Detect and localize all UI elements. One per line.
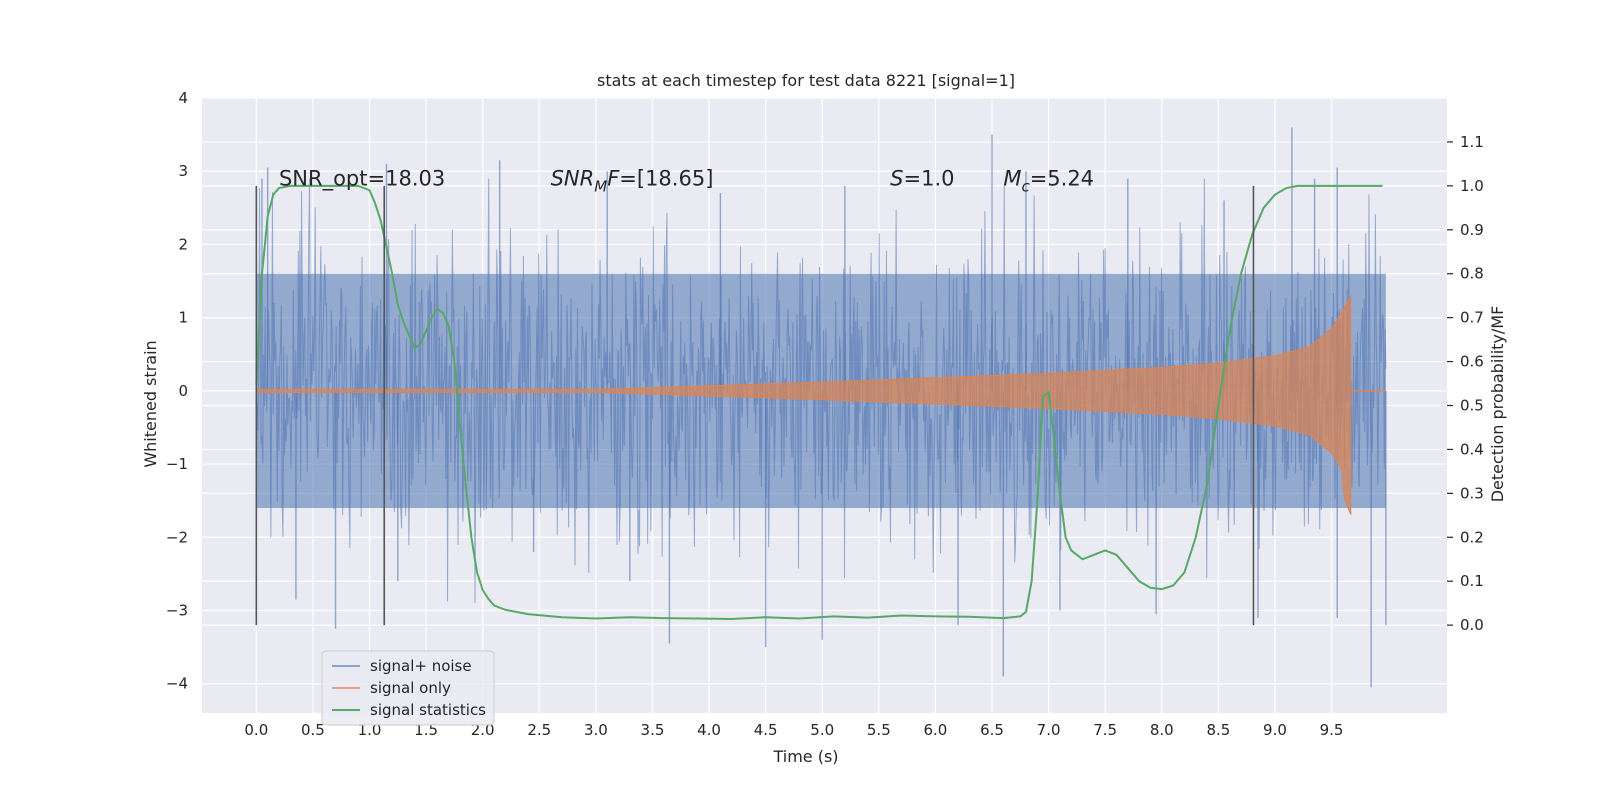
legend: signal+ noise signal only signal statistic… <box>321 650 495 726</box>
x-tick-label-17: 8.5 <box>1206 721 1230 739</box>
x-tick-label-11: 5.5 <box>867 721 891 739</box>
series-signal-statistics <box>255 184 1383 620</box>
x-tick-label-8: 4.0 <box>697 721 721 739</box>
legend-entry-1: signal only <box>370 679 451 697</box>
annotation-1: SNRMF=[18.65] <box>551 167 714 196</box>
y2-tick-label-11: 1.1 <box>1460 133 1484 151</box>
y2-tick-label-4: 0.4 <box>1460 440 1484 458</box>
y-tick-label-6: 2 <box>178 235 188 253</box>
series-signal-only <box>255 295 1352 515</box>
legend-entry-0: signal+ noise <box>370 657 472 675</box>
x-tick-label-18: 9.0 <box>1263 721 1287 739</box>
x-tick-label-6: 3.0 <box>584 721 608 739</box>
x-tick-label-1: 0.5 <box>301 721 325 739</box>
x-tick-label-0: 0.0 <box>244 721 268 739</box>
x-axis-label: Time (s) <box>772 747 838 766</box>
series-signal-noise <box>255 178 1387 604</box>
y2-tick-label-9: 0.9 <box>1460 221 1484 239</box>
x-tick-label-9: 4.5 <box>754 721 778 739</box>
x-tick-label-16: 8.0 <box>1150 721 1174 739</box>
legend-entry-2: signal statistics <box>370 701 486 719</box>
annotation-3: Mc=5.24 <box>1003 167 1094 196</box>
y2-tick-label-1: 0.1 <box>1460 572 1484 590</box>
chart-title: stats at each timestep for test data 822… <box>597 71 1015 90</box>
y2-tick-label-8: 0.8 <box>1460 265 1484 283</box>
y-tick-label-3: −1 <box>166 455 188 473</box>
x-tick-label-12: 6.0 <box>923 721 947 739</box>
x-tick-label-7: 3.5 <box>641 721 665 739</box>
y-tick-label-7: 3 <box>178 162 188 180</box>
y2-tick-label-10: 1.0 <box>1460 177 1484 195</box>
annotation-2: S=1.0 <box>890 167 954 191</box>
y-tick-label-2: −2 <box>166 528 188 546</box>
y-axis-label: Whitened strain <box>141 340 160 467</box>
y2-tick-label-2: 0.2 <box>1460 528 1484 546</box>
x-tick-label-10: 5.0 <box>810 721 834 739</box>
y2-tick-label-5: 0.5 <box>1460 397 1484 415</box>
y-tick-label-4: 0 <box>178 382 188 400</box>
y2-tick-label-7: 0.7 <box>1460 309 1484 327</box>
y2-axis-label: Detection probability/MF <box>1488 306 1507 503</box>
annotation-0: SNR_opt=18.03 <box>279 167 445 192</box>
legend-box <box>321 650 495 726</box>
y-tick-label-1: −3 <box>166 602 188 620</box>
y-tick-label-8: 4 <box>178 89 188 107</box>
x-tick-label-13: 6.5 <box>980 721 1004 739</box>
x-tick-label-14: 7.0 <box>1037 721 1061 739</box>
y-tick-label-5: 1 <box>178 309 188 327</box>
y2-tick-label-0: 0.0 <box>1460 616 1484 634</box>
x-tick-label-15: 7.5 <box>1093 721 1117 739</box>
y2-tick-label-6: 0.6 <box>1460 353 1484 371</box>
y-tick-label-0: −4 <box>166 675 188 693</box>
x-tick-label-19: 9.5 <box>1320 721 1344 739</box>
x-tick-label-5: 2.5 <box>527 721 551 739</box>
y2-tick-label-3: 0.3 <box>1460 484 1484 502</box>
